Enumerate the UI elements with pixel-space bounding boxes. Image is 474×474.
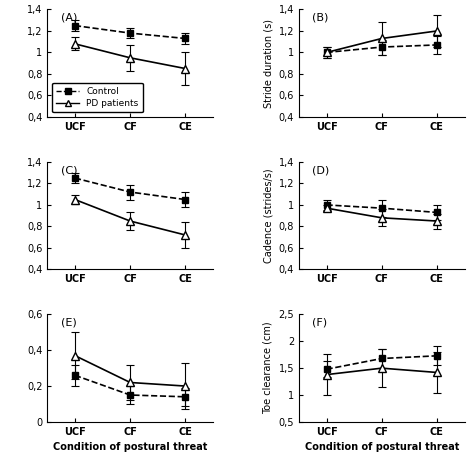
Text: (D): (D) (312, 165, 329, 175)
Text: (E): (E) (61, 318, 76, 328)
Text: (C): (C) (61, 165, 77, 175)
Y-axis label: Toe clearance (cm): Toe clearance (cm) (263, 322, 273, 414)
Text: (A): (A) (61, 13, 77, 23)
Y-axis label: Cadence (strides/s): Cadence (strides/s) (263, 168, 273, 263)
X-axis label: Condition of postural threat: Condition of postural threat (53, 442, 207, 452)
Y-axis label: Stride duration (s): Stride duration (s) (263, 18, 273, 108)
Text: (B): (B) (312, 13, 328, 23)
Legend: Control, PD patients: Control, PD patients (52, 82, 143, 112)
X-axis label: Condition of postural threat: Condition of postural threat (305, 442, 459, 452)
Text: (F): (F) (312, 318, 328, 328)
